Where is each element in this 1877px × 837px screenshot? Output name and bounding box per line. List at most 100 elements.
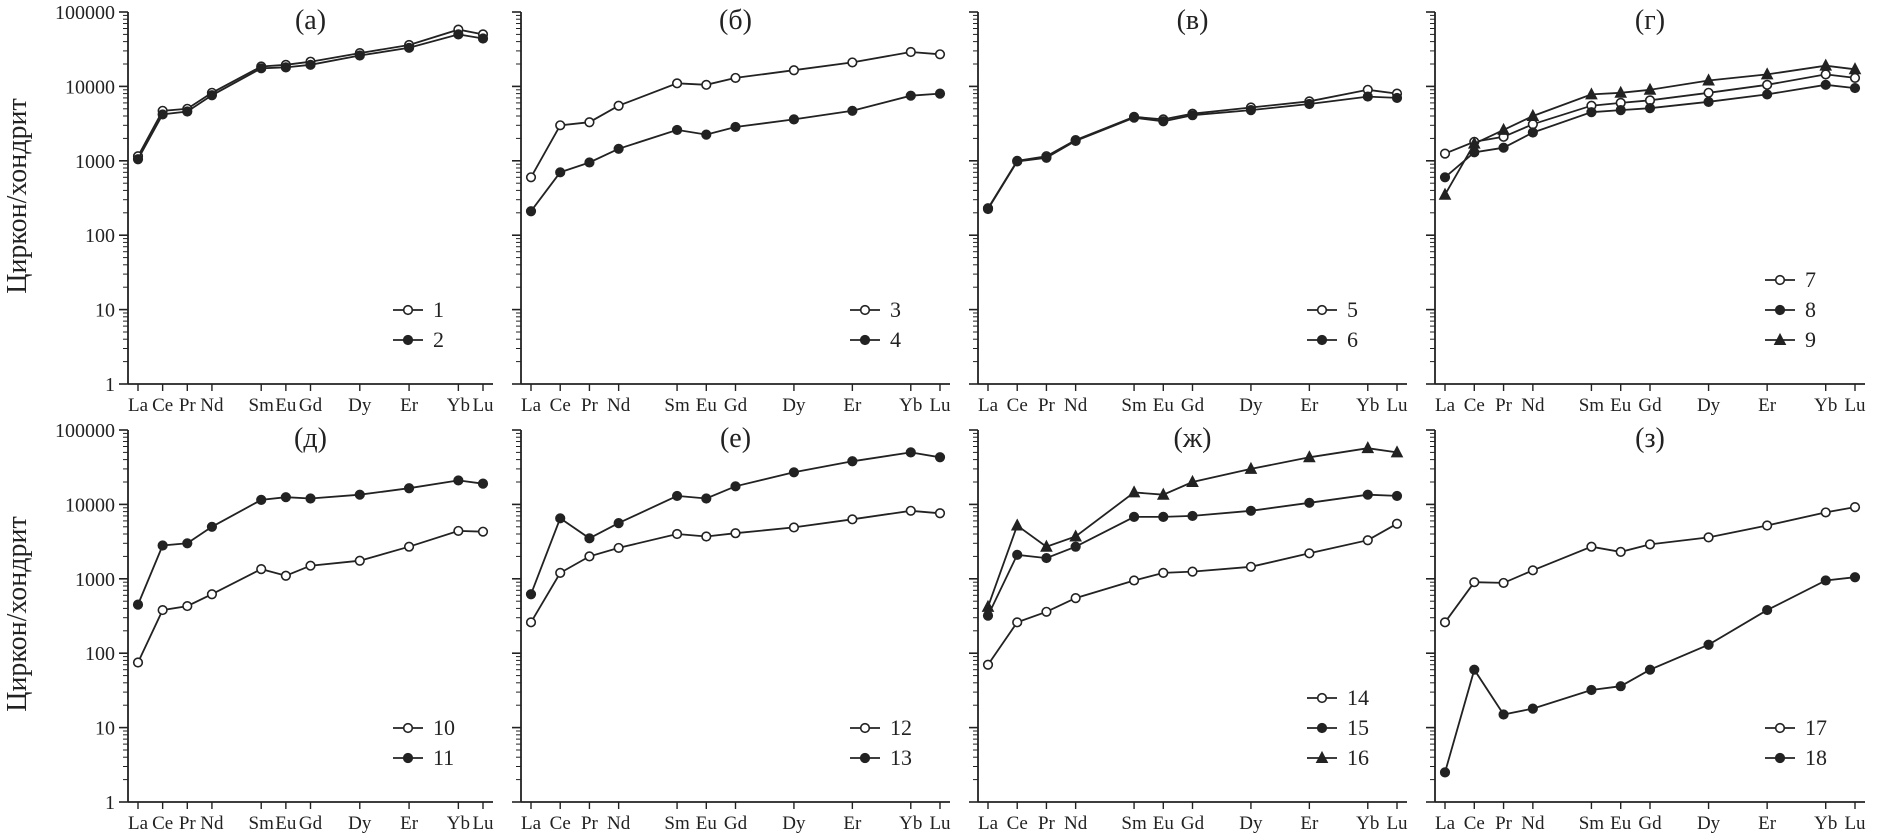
chart-panel-zh: La Ce Pr Nd Sm Eu Gd Dy Er Yb Lu (ж) 14 15 16 (969, 423, 1408, 834)
chart-panel-e: La Ce Pr Nd Sm Eu Gd Dy Er Yb Lu (е) 12 13 (512, 423, 951, 834)
svg-text:100000: 100000 (55, 2, 115, 24)
svg-text:1: 1 (433, 297, 444, 322)
svg-text:Ce: Ce (1007, 395, 1028, 416)
svg-text:5: 5 (1347, 297, 1358, 322)
svg-text:Eu: Eu (696, 395, 718, 416)
svg-text:(ж): (ж) (1174, 423, 1212, 454)
svg-text:Pr: Pr (179, 395, 197, 416)
svg-text:Sm: Sm (1121, 813, 1147, 834)
svg-text:10: 10 (433, 715, 455, 740)
svg-text:Yb: Yb (447, 813, 470, 834)
svg-text:Yb: Yb (1814, 395, 1837, 416)
svg-text:Dy: Dy (782, 395, 806, 416)
svg-text:Lu: Lu (1844, 395, 1866, 416)
svg-text:14: 14 (1347, 685, 1369, 710)
y-axis-title-row2: Циркон/хондрит (2, 516, 33, 712)
svg-text:3: 3 (890, 297, 901, 322)
svg-text:Lu: Lu (929, 813, 951, 834)
svg-text:La: La (521, 395, 542, 416)
svg-text:(з): (з) (1635, 423, 1665, 454)
svg-text:Yb: Yb (447, 395, 470, 416)
svg-text:Ce: Ce (550, 813, 571, 834)
svg-text:Nd: Nd (200, 813, 224, 834)
svg-text:Pr: Pr (1495, 395, 1513, 416)
svg-text:La: La (1435, 395, 1456, 416)
svg-text:La: La (128, 395, 149, 416)
svg-text:La: La (978, 813, 999, 834)
svg-text:Yb: Yb (1814, 813, 1837, 834)
svg-text:Dy: Dy (1697, 395, 1721, 416)
svg-text:Eu: Eu (1610, 395, 1632, 416)
svg-text:18: 18 (1805, 745, 1827, 770)
chart-panel-d: 1 10 100 1000 10000 100000 La Ce Pr Nd Sm Eu Gd Dy Er Y… (55, 420, 494, 834)
svg-text:6: 6 (1347, 327, 1358, 352)
svg-text:Lu: Lu (929, 395, 951, 416)
svg-text:La: La (521, 813, 542, 834)
svg-text:La: La (978, 395, 999, 416)
svg-text:10000: 10000 (65, 494, 115, 516)
svg-text:Lu: Lu (1386, 813, 1408, 834)
svg-text:11: 11 (433, 745, 454, 770)
svg-text:(в): (в) (1177, 5, 1209, 36)
svg-text:(д): (д) (294, 423, 327, 454)
svg-text:Ce: Ce (1007, 813, 1028, 834)
svg-text:9: 9 (1805, 327, 1816, 352)
svg-text:Lu: Lu (472, 395, 494, 416)
svg-text:Ce: Ce (1464, 813, 1485, 834)
svg-text:Gd: Gd (1638, 813, 1662, 834)
svg-text:Dy: Dy (1697, 813, 1721, 834)
svg-text:Pr: Pr (179, 813, 197, 834)
svg-text:La: La (1435, 813, 1456, 834)
svg-text:Nd: Nd (1521, 813, 1545, 834)
svg-text:12: 12 (890, 715, 912, 740)
svg-text:Gd: Gd (1638, 395, 1662, 416)
svg-text:Dy: Dy (1239, 395, 1263, 416)
svg-text:Yb: Yb (1356, 813, 1379, 834)
svg-text:100000: 100000 (55, 420, 115, 442)
svg-text:10: 10 (95, 718, 115, 740)
svg-text:Ce: Ce (152, 813, 173, 834)
svg-text:Yb: Yb (1356, 395, 1379, 416)
svg-text:Gd: Gd (724, 813, 748, 834)
svg-text:Er: Er (1300, 395, 1319, 416)
svg-text:1: 1 (105, 792, 115, 814)
svg-text:1000: 1000 (75, 569, 115, 591)
svg-text:Er: Er (1300, 813, 1319, 834)
svg-text:16: 16 (1347, 745, 1369, 770)
svg-text:Lu: Lu (472, 813, 494, 834)
svg-text:Eu: Eu (1610, 813, 1632, 834)
svg-text:Pr: Pr (581, 395, 599, 416)
svg-text:Dy: Dy (1239, 813, 1263, 834)
svg-text:Nd: Nd (200, 395, 224, 416)
svg-text:Gd: Gd (1181, 395, 1205, 416)
svg-text:Gd: Gd (1181, 813, 1205, 834)
svg-text:Er: Er (1758, 395, 1777, 416)
svg-text:Gd: Gd (299, 395, 323, 416)
svg-text:Nd: Nd (1064, 395, 1088, 416)
svg-text:Pr: Pr (1495, 813, 1513, 834)
svg-text:1000: 1000 (75, 151, 115, 173)
svg-text:Nd: Nd (607, 395, 631, 416)
svg-text:(а): (а) (295, 5, 326, 36)
svg-text:10: 10 (95, 300, 115, 322)
svg-text:13: 13 (890, 745, 912, 770)
svg-text:Nd: Nd (1521, 395, 1545, 416)
svg-text:Sm: Sm (664, 395, 690, 416)
svg-text:Dy: Dy (782, 813, 806, 834)
svg-text:Eu: Eu (1153, 813, 1175, 834)
svg-text:Nd: Nd (607, 813, 631, 834)
svg-text:Gd: Gd (724, 395, 748, 416)
svg-text:2: 2 (433, 327, 444, 352)
svg-text:Dy: Dy (348, 813, 372, 834)
svg-text:Er: Er (400, 395, 419, 416)
svg-text:Er: Er (843, 395, 862, 416)
svg-text:Eu: Eu (696, 813, 718, 834)
svg-text:Lu: Lu (1844, 813, 1866, 834)
svg-text:7: 7 (1805, 267, 1816, 292)
svg-text:Dy: Dy (348, 395, 372, 416)
svg-text:Pr: Pr (1038, 395, 1056, 416)
svg-text:17: 17 (1805, 715, 1827, 740)
y-axis-title-row1: Циркон/хондрит (2, 98, 33, 294)
